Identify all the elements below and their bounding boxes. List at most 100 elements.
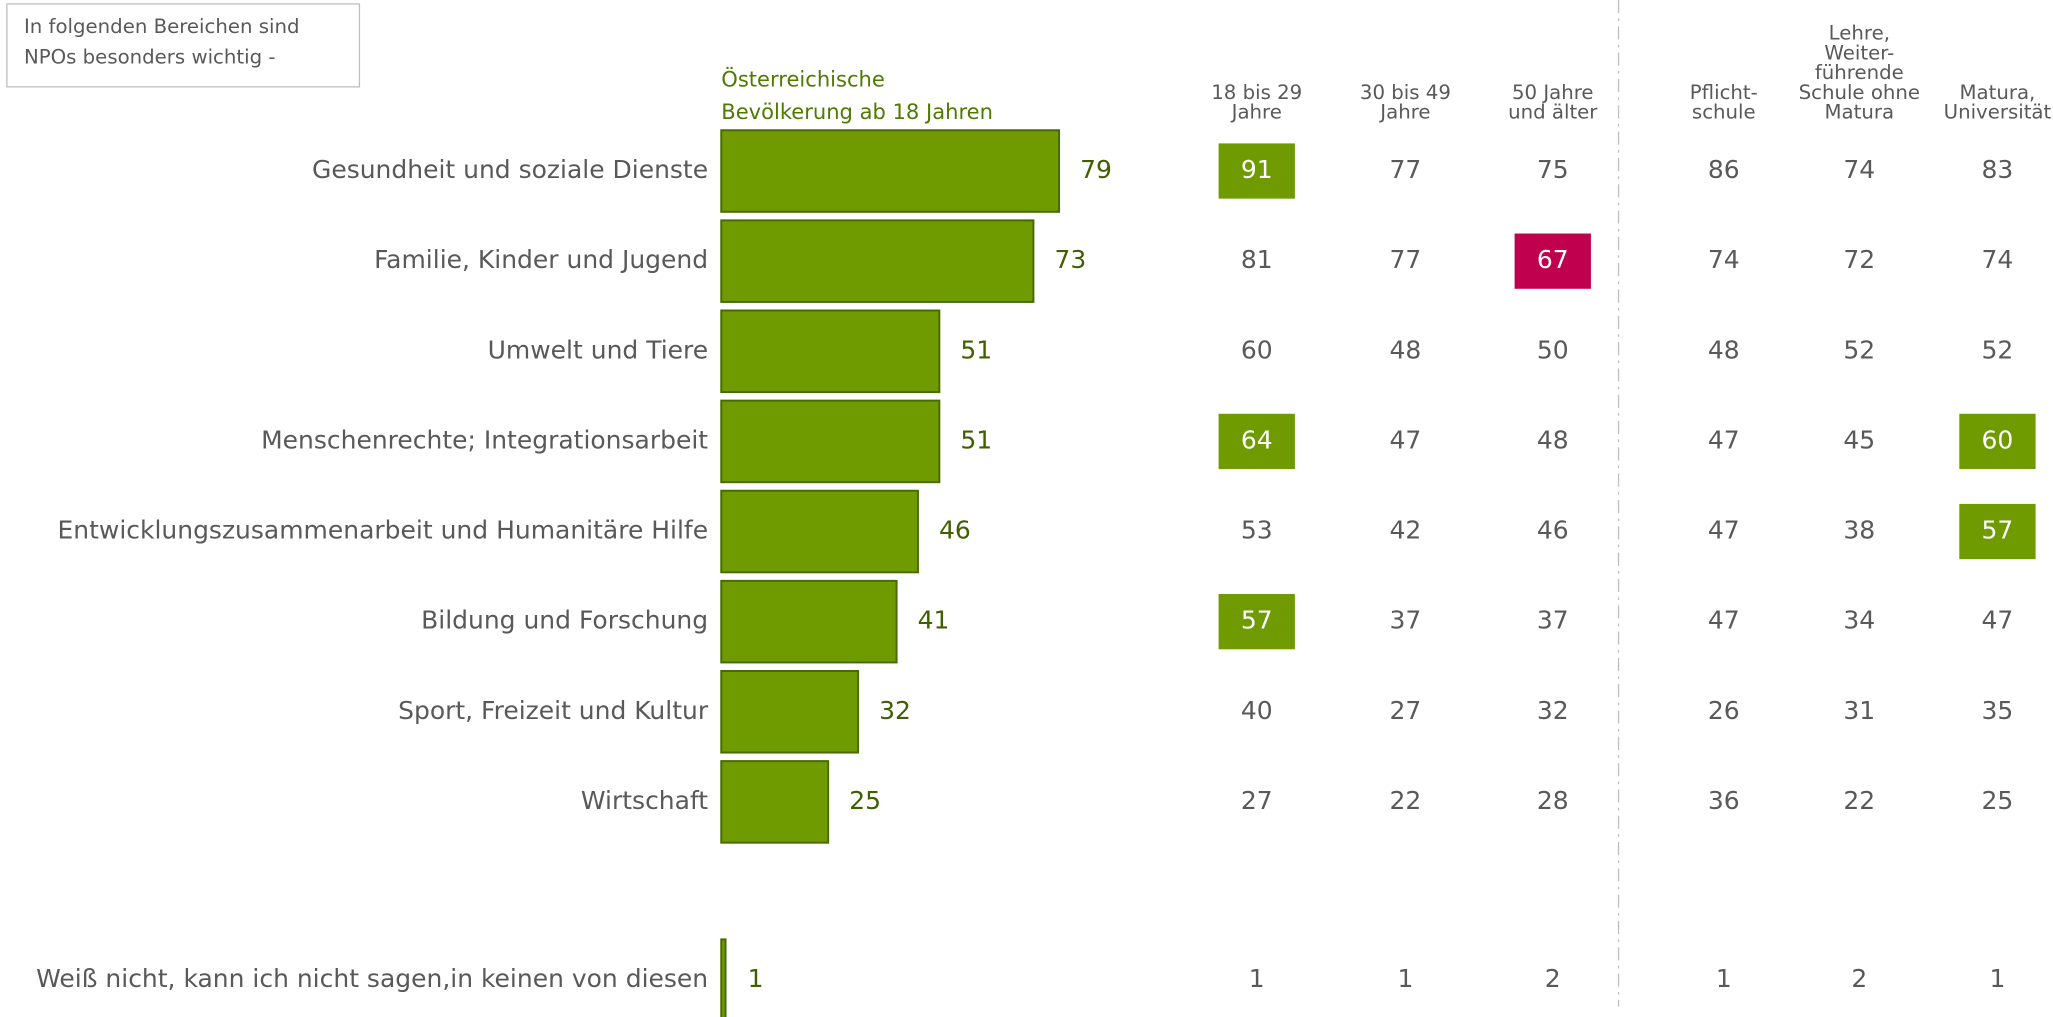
series-label: Österreichische [721, 66, 885, 91]
table-cell: 27 [1390, 696, 1422, 725]
table-cell: 91 [1241, 155, 1273, 184]
table-cell: 1 [1249, 964, 1265, 993]
value-label: 51 [960, 425, 992, 454]
table-cell: 75 [1537, 155, 1569, 184]
table-cell: 28 [1537, 786, 1569, 815]
table-cell: 47 [1708, 516, 1740, 545]
bar [720, 309, 941, 394]
note-box [6, 3, 361, 88]
category-label: Umwelt und Tiere [488, 335, 708, 364]
table-cell: 86 [1708, 155, 1740, 184]
table-cell: 22 [1843, 786, 1875, 815]
category-label: Menschenrechte; Integrationsarbeit [261, 425, 708, 454]
cell-highlight [1514, 233, 1591, 289]
table-cell: 48 [1708, 335, 1740, 364]
value-label: 73 [1054, 245, 1086, 274]
value-label: 46 [939, 516, 971, 545]
table-cell: 64 [1241, 425, 1273, 454]
bar [720, 669, 860, 754]
column-header: Lehre, [1829, 22, 1890, 45]
table-cell: 60 [1982, 425, 2014, 454]
column-header: Universität [1944, 101, 2052, 124]
column-header: Jahre [1378, 101, 1430, 124]
table-cell: 36 [1708, 786, 1740, 815]
category-label: Entwicklungszusammenarbeit und Humanitär… [57, 516, 708, 545]
table-cell: 47 [1390, 425, 1422, 454]
column-header: Schule ohne [1799, 81, 1920, 104]
table-cell: 57 [1982, 516, 2014, 545]
cell-highlight [1218, 413, 1295, 470]
table-cell: 35 [1982, 696, 2014, 725]
table-cell: 1 [1989, 964, 2005, 993]
cell-highlight [1959, 413, 2036, 470]
table-cell: 47 [1982, 606, 2014, 635]
table-cell: 72 [1843, 245, 1875, 274]
table-cell: 37 [1390, 606, 1422, 635]
value-label: 79 [1080, 155, 1112, 184]
column-header: und älter [1508, 101, 1598, 124]
bar [720, 219, 1035, 303]
column-header: 30 bis 49 [1360, 81, 1451, 104]
value-label: 51 [960, 335, 992, 364]
bar [720, 489, 919, 574]
table-cell: 47 [1708, 425, 1740, 454]
note-text: NPOs besonders wichtig - [24, 45, 276, 68]
table-cell: 37 [1537, 606, 1569, 635]
table-cell: 38 [1843, 516, 1875, 545]
table-cell: 47 [1708, 606, 1740, 635]
value-label: 41 [918, 606, 950, 635]
table-cell: 2 [1851, 964, 1867, 993]
bar [720, 760, 830, 844]
category-label: Wirtschaft [581, 786, 708, 815]
table-cell: 52 [1982, 335, 2014, 364]
bar [720, 579, 898, 664]
table-cell: 50 [1537, 335, 1569, 364]
column-header: Matura, [1960, 81, 2036, 104]
table-cell: 60 [1241, 335, 1273, 364]
category-label: Gesundheit und soziale Dienste [312, 155, 708, 184]
column-header: 50 Jahre [1512, 81, 1594, 104]
bar [720, 129, 1061, 213]
column-header: führende [1815, 61, 1904, 84]
column-header: Weiter- [1824, 41, 1894, 64]
table-cell: 25 [1982, 786, 2014, 815]
table-cell: 22 [1390, 786, 1422, 815]
table-cell: 57 [1241, 606, 1273, 635]
column-header: Matura [1825, 101, 1895, 124]
value-label: 1 [748, 964, 764, 993]
table-cell: 1 [1716, 964, 1732, 993]
table-cell: 32 [1537, 696, 1569, 725]
table-cell: 83 [1982, 155, 2014, 184]
category-label: Weiß nicht, kann ich nicht sagen,in kein… [36, 964, 708, 993]
table-cell: 26 [1708, 696, 1740, 725]
column-header: 18 bis 29 [1211, 81, 1302, 104]
table-cell: 2 [1545, 964, 1561, 993]
category-label: Bildung und Forschung [421, 606, 708, 635]
table-cell: 52 [1843, 335, 1875, 364]
table-cell: 1 [1397, 964, 1413, 993]
column-header: Pflicht- [1690, 81, 1758, 104]
table-cell: 74 [1708, 245, 1740, 274]
cell-highlight [1959, 503, 2036, 560]
series-label: Bevölkerung ab 18 Jahren [721, 99, 993, 124]
table-cell: 48 [1537, 425, 1569, 454]
table-cell: 31 [1843, 696, 1875, 725]
table-cell: 46 [1537, 516, 1569, 545]
table-cell: 74 [1843, 155, 1875, 184]
bar [720, 938, 727, 1017]
table-cell: 27 [1241, 786, 1273, 815]
table-cell: 77 [1390, 245, 1422, 274]
note-text: In folgenden Bereichen sind [24, 15, 300, 38]
table-cell: 77 [1390, 155, 1422, 184]
table-cell: 67 [1537, 245, 1569, 274]
category-label: Sport, Freizeit und Kultur [398, 696, 709, 725]
table-cell: 45 [1843, 425, 1875, 454]
bar [720, 399, 941, 484]
category-label: Familie, Kinder und Jugend [374, 245, 708, 274]
table-cell: 74 [1982, 245, 2014, 274]
value-label: 32 [879, 696, 911, 725]
table-cell: 42 [1390, 516, 1422, 545]
column-header: schule [1692, 101, 1756, 124]
